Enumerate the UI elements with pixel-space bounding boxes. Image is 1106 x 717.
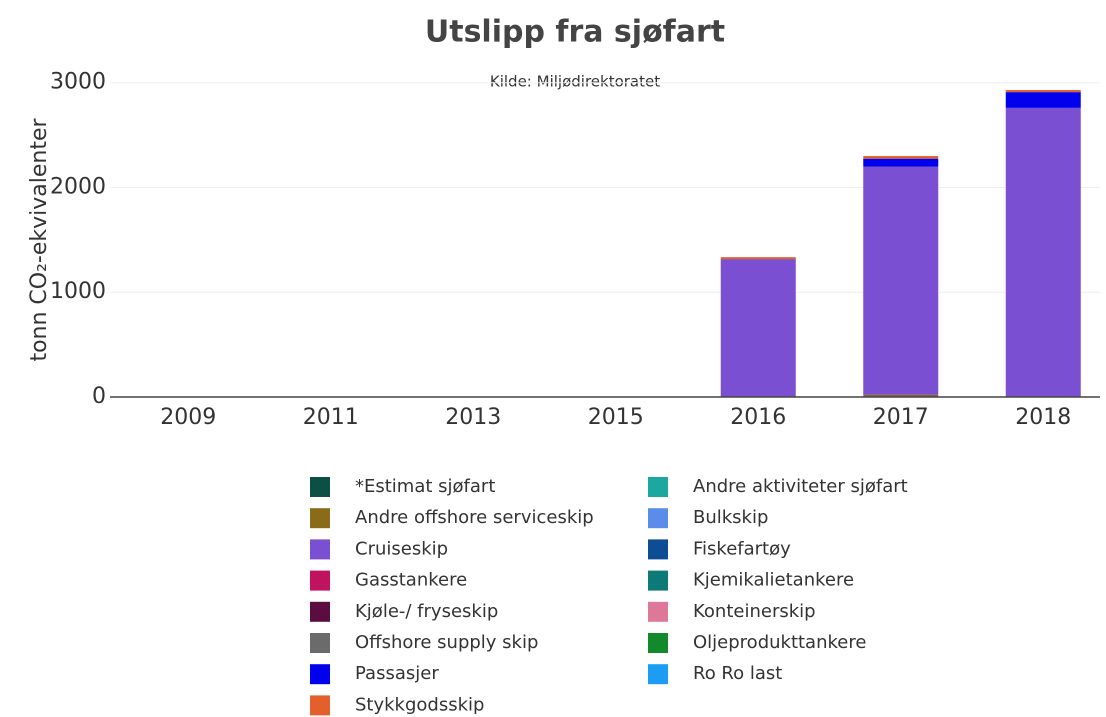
bar-segment [720,259,796,260]
legend-swatch [310,508,330,529]
legend-label: Offshore supply skip [355,632,538,653]
legend-swatch [648,477,668,497]
y-axis-label: tonn CO₂-ekvivalenter [27,117,52,361]
legend-label: Kjøle-/ fryseskip [355,601,498,622]
legend-swatch [648,570,668,591]
x-tick-label: 2016 [730,405,786,430]
legend-label: Konteinerskip [693,601,816,622]
legend-swatch [310,664,330,685]
bar-segment [863,158,939,167]
legend-label: Fiskefartøy [693,538,791,559]
legend-label: Gasstankere [355,570,467,591]
legend-label: Cruiseskip [355,538,448,559]
bar-segment [863,156,939,159]
bar-segment [1005,92,1081,108]
x-tick-label: 2013 [445,405,501,430]
bar-segment [720,259,796,397]
legend-swatch [310,477,330,497]
legend-label: *Estimat sjøfart [355,476,495,497]
legend-swatch [648,601,668,622]
y-tick-label: 2000 [50,174,106,199]
x-tick-label: 2009 [160,405,216,430]
legend-swatch [310,539,330,560]
legend-swatch [310,633,330,653]
bar-segment [1005,107,1081,397]
legend-label: Kjemikalietankere [693,570,854,591]
legend-label: Passasjer [355,663,439,684]
legend-label: Bulkskip [693,507,768,528]
legend-swatch [648,508,668,529]
x-tick-label: 2015 [588,405,644,430]
legend-swatch [648,539,668,560]
legend-label: Andre aktiviteter sjøfart [693,476,908,497]
chart-subtitle: Kilde: Miljødirektoratet [490,73,660,91]
legend-swatch [310,601,330,622]
x-tick-label: 2017 [873,405,929,430]
x-tick-label: 2011 [303,405,359,430]
bar-segment [720,257,796,260]
y-tick-label: 1000 [50,279,106,304]
legend-swatch [648,664,668,685]
bar-segment [863,166,939,395]
y-tick-label: 0 [92,384,106,409]
legend-label: Oljeprodukttankere [693,632,866,653]
legend-label: Stykkgodsskip [355,694,484,715]
bar-segment [863,394,939,397]
legend-swatch [648,633,668,653]
legend-label: Ro Ro last [693,663,782,684]
legend-swatch [310,695,330,716]
x-tick-label: 2018 [1015,405,1071,430]
y-tick-label: 3000 [50,70,106,95]
legend-label: Andre offshore serviceskip [355,507,594,528]
legend-swatch [310,570,330,591]
chart-title: Utslipp fra sjøfart [425,15,725,50]
bar-segment [1005,90,1081,93]
